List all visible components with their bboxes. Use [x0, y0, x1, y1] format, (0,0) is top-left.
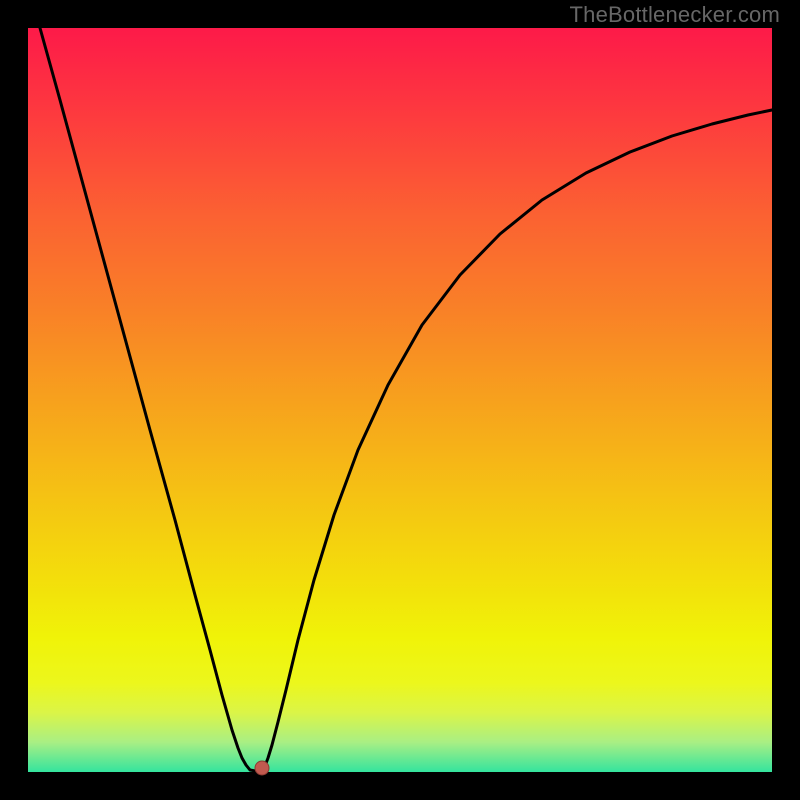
- optimum-marker: [255, 761, 269, 775]
- watermark-text: TheBottlenecker.com: [570, 2, 780, 28]
- bottleneck-curve: [40, 28, 772, 771]
- curve-layer: [0, 0, 800, 800]
